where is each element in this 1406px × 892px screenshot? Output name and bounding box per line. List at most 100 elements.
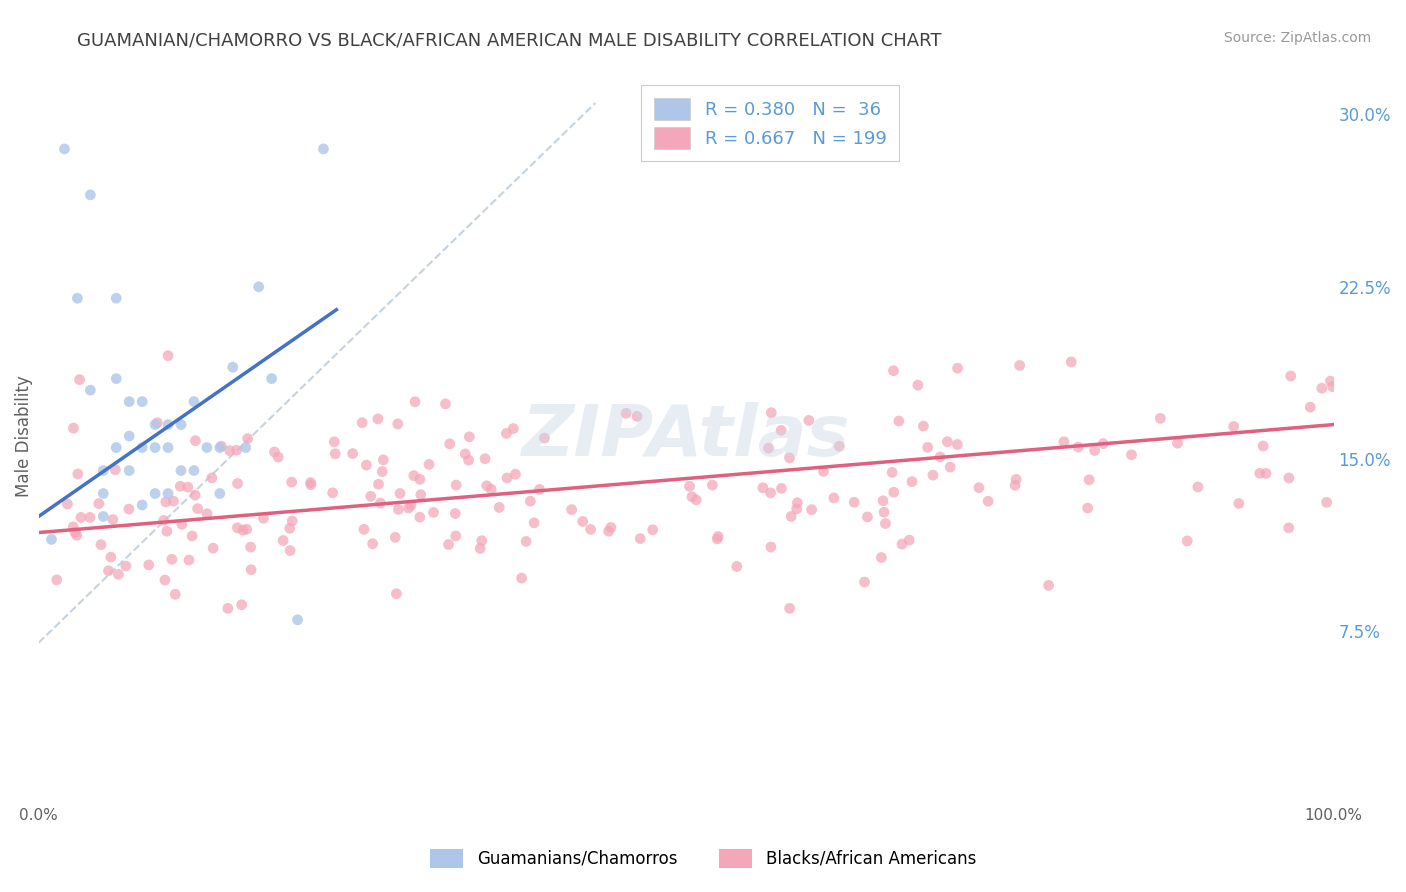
Point <box>702 478 724 492</box>
Point <box>800 502 823 516</box>
Point <box>217 601 239 615</box>
Point <box>1322 380 1344 394</box>
Point <box>184 434 207 448</box>
Point <box>131 394 153 409</box>
Point <box>370 496 392 510</box>
Point <box>813 464 835 478</box>
Point <box>883 485 905 500</box>
Point <box>360 489 382 503</box>
Point <box>882 466 904 480</box>
Point <box>1004 478 1026 492</box>
Point <box>79 510 101 524</box>
Point <box>153 573 176 587</box>
Point <box>1078 473 1101 487</box>
Point <box>706 532 728 546</box>
Point <box>155 495 177 509</box>
Point <box>1316 495 1339 509</box>
Point <box>157 349 180 363</box>
Point <box>870 550 893 565</box>
Point <box>779 601 801 615</box>
Point <box>398 501 420 516</box>
Point <box>842 495 865 509</box>
Point <box>41 533 63 547</box>
Point <box>53 142 76 156</box>
Point <box>87 497 110 511</box>
Point <box>235 441 257 455</box>
Point <box>761 406 783 420</box>
Point <box>853 574 876 589</box>
Point <box>882 364 904 378</box>
Point <box>1067 440 1090 454</box>
Point <box>218 443 240 458</box>
Point <box>56 497 79 511</box>
Point <box>143 486 166 500</box>
Point <box>571 515 593 529</box>
Point <box>409 488 432 502</box>
Point <box>236 432 259 446</box>
Point <box>758 441 780 455</box>
Point <box>235 522 257 536</box>
Point <box>891 537 914 551</box>
Point <box>515 534 537 549</box>
Point <box>1121 448 1143 462</box>
Point <box>202 541 225 555</box>
Point <box>118 463 141 477</box>
Point <box>936 434 959 449</box>
Point <box>208 486 231 500</box>
Point <box>1187 480 1209 494</box>
Point <box>823 491 845 505</box>
Point <box>1038 578 1060 592</box>
Point <box>1092 436 1115 450</box>
Point <box>62 421 84 435</box>
Point <box>138 558 160 572</box>
Point <box>118 429 141 443</box>
Point <box>62 520 84 534</box>
Point <box>495 426 517 441</box>
Point <box>387 502 409 516</box>
Point <box>101 513 124 527</box>
Point <box>457 453 479 467</box>
Point <box>239 540 262 554</box>
Point <box>628 532 651 546</box>
Point <box>187 501 209 516</box>
Point <box>1008 359 1031 373</box>
Point <box>271 533 294 548</box>
Point <box>922 468 945 483</box>
Point <box>79 187 101 202</box>
Point <box>678 479 700 493</box>
Point <box>107 567 129 582</box>
Y-axis label: Male Disability: Male Disability <box>15 376 32 497</box>
Point <box>385 587 408 601</box>
Point <box>759 540 782 554</box>
Point <box>725 559 748 574</box>
Point <box>444 529 467 543</box>
Legend: R = 0.380   N =  36, R = 0.667   N = 199: R = 0.380 N = 36, R = 0.667 N = 199 <box>641 85 898 161</box>
Point <box>165 587 187 601</box>
Point <box>409 472 432 486</box>
Point <box>786 501 808 516</box>
Point <box>488 500 510 515</box>
Point <box>299 475 322 490</box>
Point <box>170 463 193 477</box>
Point <box>152 513 174 527</box>
Point <box>444 478 467 492</box>
Point <box>115 559 138 574</box>
Point <box>1299 400 1322 414</box>
Point <box>131 441 153 455</box>
Point <box>797 413 820 427</box>
Point <box>69 373 91 387</box>
Point <box>1279 369 1302 384</box>
Point <box>402 468 425 483</box>
Point <box>887 414 910 428</box>
Point <box>100 550 122 565</box>
Text: Source: ZipAtlas.com: Source: ZipAtlas.com <box>1223 31 1371 45</box>
Point <box>458 430 481 444</box>
Point <box>759 486 782 500</box>
Point <box>131 498 153 512</box>
Point <box>352 416 374 430</box>
Point <box>278 543 301 558</box>
Point <box>707 529 730 543</box>
Point <box>105 441 128 455</box>
Point <box>371 465 394 479</box>
Point <box>828 439 851 453</box>
